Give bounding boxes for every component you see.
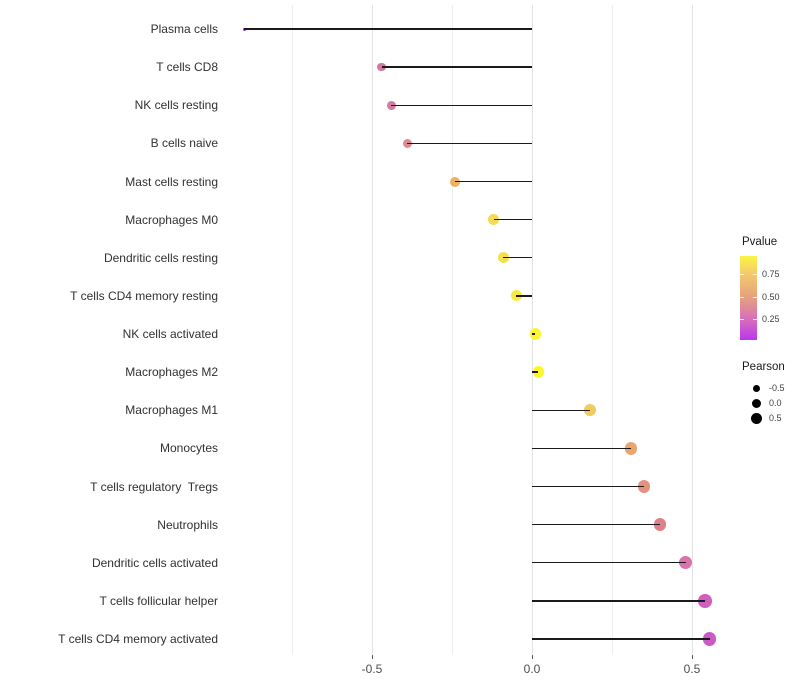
pearson-legend-label: 0.5 — [769, 413, 782, 423]
lollipop-segment — [532, 333, 536, 335]
minor-gridline — [611, 5, 613, 655]
lollipop-segment — [532, 638, 710, 640]
category-label: NK cells activated — [122, 327, 218, 341]
lollipop-segment — [503, 257, 532, 259]
category-label: B cells naive — [150, 136, 218, 151]
category-label: Plasma cells — [150, 22, 218, 36]
pvalue-legend-title: Pvalue — [742, 236, 778, 248]
category-label: Macrophages M0 — [125, 212, 218, 227]
category-label: T cells CD4 memory activated — [58, 632, 218, 646]
pearson-legend-dot — [752, 384, 760, 392]
category-label: Monocytes — [159, 441, 218, 456]
x-axis-tick-mark — [691, 655, 693, 659]
x-axis-tick-mark — [531, 655, 533, 659]
pvalue-colorbar — [740, 256, 757, 340]
category-label: T cells CD8 — [156, 60, 218, 75]
pearson-legend-dot — [750, 412, 762, 424]
lollipop-segment — [532, 562, 686, 564]
colorbar-tick-mark — [740, 319, 744, 320]
category-label: Dendritic cells activated — [91, 555, 218, 570]
colorbar-tick-mark — [740, 274, 744, 275]
category-label: Macrophages M1 — [125, 403, 218, 418]
lollipop-segment — [532, 600, 705, 602]
lollipop-segment — [381, 66, 532, 68]
lollipop-segment — [493, 218, 532, 221]
x-axis-tick-label: -0.5 — [361, 662, 383, 676]
lollipop-segment — [407, 142, 532, 145]
pearson-legend-label: 0.0 — [769, 398, 782, 408]
colorbar-tick-mark — [753, 296, 757, 298]
category-label: NK cells resting — [134, 98, 218, 113]
data-point-t-cells-cd8 — [377, 62, 386, 72]
category-label: Macrophages M2 — [125, 365, 218, 380]
major-gridline — [371, 5, 373, 655]
lollipop-segment — [532, 485, 644, 488]
category-label: Mast cells resting — [125, 174, 218, 189]
pearson-legend-label: -0.5 — [769, 383, 785, 393]
category-label: Dendritic cells resting — [103, 250, 218, 265]
data-point-monocytes — [624, 442, 638, 455]
lollipop-segment — [516, 295, 532, 297]
x-axis-tick-mark — [371, 655, 373, 659]
pearson-legend-title: Pearson — [742, 361, 785, 373]
major-gridline — [691, 5, 693, 655]
x-axis-tick-label: 0.0 — [523, 662, 541, 676]
colorbar-tick-label: 0.50 — [762, 291, 780, 302]
pearson-legend-dot — [751, 398, 761, 408]
colorbar-tick-mark — [740, 296, 744, 298]
category-label: T cells regulatory Tregs — [90, 479, 218, 494]
category-label: T cells follicular helper — [99, 593, 219, 608]
lollipop-segment — [532, 523, 660, 526]
plot-panel — [225, 5, 732, 655]
data-point-macrophages-m0 — [488, 214, 499, 225]
x-axis-tick-label: 0.5 — [683, 662, 701, 676]
colorbar-tick-mark — [753, 274, 757, 275]
minor-gridline — [451, 5, 453, 655]
lollipop-segment — [532, 409, 590, 411]
colorbar-tick-label: 0.25 — [762, 314, 780, 324]
data-point-t-cells-follicular-helper — [698, 594, 712, 608]
lollipop-segment — [244, 28, 532, 30]
data-point-nk-cells-resting — [386, 100, 396, 110]
lollipop-segment — [391, 104, 532, 106]
category-label: Neutrophils — [157, 517, 218, 532]
data-point-macrophages-m1 — [583, 404, 596, 417]
lollipop-segment — [532, 371, 539, 373]
lollipop-segment — [455, 180, 532, 183]
lollipop-segment — [532, 447, 632, 450]
colorbar-tick-label: 0.75 — [762, 269, 780, 279]
category-label: T cells CD4 memory resting — [70, 288, 218, 303]
data-point-dendritic-cells-activated — [679, 556, 693, 570]
minor-gridline — [291, 5, 293, 655]
colorbar-tick-mark — [753, 319, 757, 320]
